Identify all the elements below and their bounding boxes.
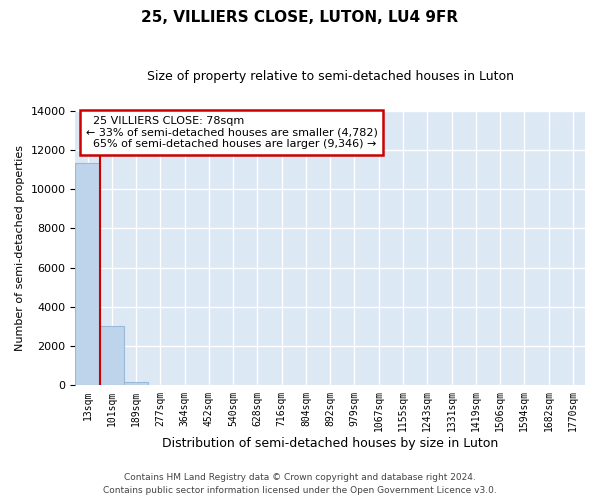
Text: Contains HM Land Registry data © Crown copyright and database right 2024.
Contai: Contains HM Land Registry data © Crown c… xyxy=(103,474,497,495)
Bar xyxy=(100,326,124,386)
Title: Size of property relative to semi-detached houses in Luton: Size of property relative to semi-detach… xyxy=(147,70,514,83)
Text: 25 VILLIERS CLOSE: 78sqm
← 33% of semi-detached houses are smaller (4,782)
  65%: 25 VILLIERS CLOSE: 78sqm ← 33% of semi-d… xyxy=(86,116,377,150)
Bar xyxy=(76,162,100,386)
X-axis label: Distribution of semi-detached houses by size in Luton: Distribution of semi-detached houses by … xyxy=(162,437,499,450)
Bar xyxy=(124,382,148,386)
Text: 25, VILLIERS CLOSE, LUTON, LU4 9FR: 25, VILLIERS CLOSE, LUTON, LU4 9FR xyxy=(142,10,458,25)
Y-axis label: Number of semi-detached properties: Number of semi-detached properties xyxy=(15,145,25,351)
